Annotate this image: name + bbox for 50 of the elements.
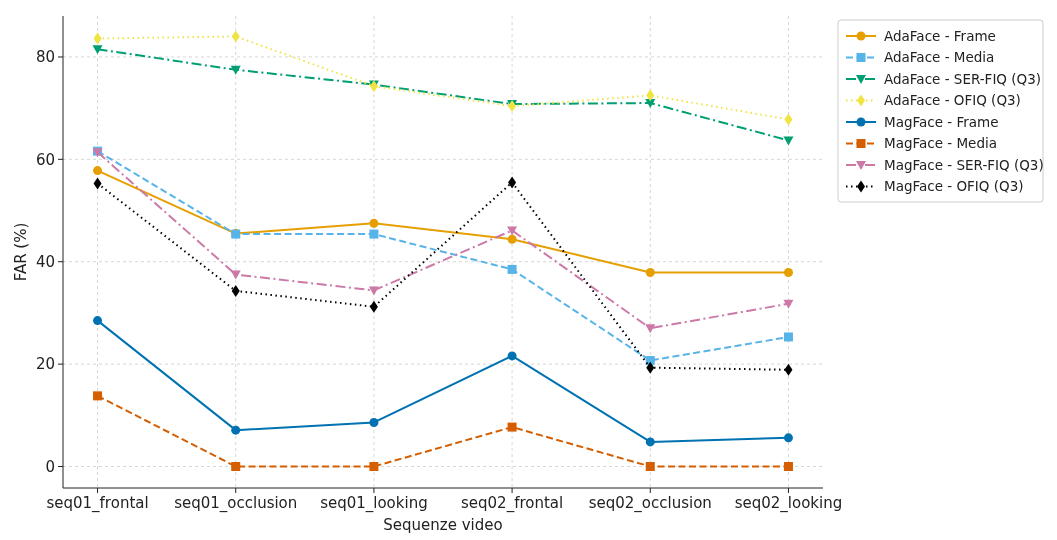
- point: [369, 229, 379, 239]
- y-tick-label: 20: [35, 355, 55, 374]
- point: [783, 267, 793, 277]
- x-tick-label: seq02_looking: [734, 494, 843, 513]
- y-tick-label: 0: [45, 457, 55, 476]
- legend-label: AdaFace - OFIQ (Q3): [884, 92, 1021, 109]
- point: [369, 218, 379, 228]
- y-tick-label: 60: [35, 150, 55, 169]
- legend-label: AdaFace - SER-FIQ (Q3): [884, 70, 1042, 87]
- point: [507, 422, 517, 432]
- legend-label: MagFace - Frame: [884, 113, 999, 130]
- point: [507, 234, 517, 244]
- legend-label: AdaFace - Frame: [884, 27, 996, 44]
- point: [645, 99, 656, 109]
- y-tick-label: 80: [35, 48, 55, 67]
- legend-label: MagFace - OFIQ (Q3): [884, 178, 1024, 195]
- x-tick-label: seq02_frontal: [460, 494, 564, 513]
- point: [507, 226, 518, 236]
- point: [230, 270, 241, 280]
- point: [645, 267, 655, 277]
- x-tick-label: seq02_occlusion: [588, 494, 712, 513]
- x-tick-label: seq01_occlusion: [174, 494, 298, 513]
- point: [783, 433, 793, 443]
- x-tick-label: seq01_frontal: [46, 494, 149, 513]
- y-tick-label: 40: [35, 252, 55, 271]
- y-axis-title: FAR (%): [12, 222, 30, 282]
- legend-label: MagFace - SER-FIQ (Q3): [884, 156, 1044, 173]
- x-tick-label: seq01_looking: [320, 494, 428, 513]
- legend-label: MagFace - Media: [884, 135, 998, 152]
- point: [645, 437, 655, 447]
- point: [231, 425, 241, 435]
- point: [645, 462, 655, 471]
- point: [507, 264, 517, 274]
- point: [783, 299, 794, 309]
- point: [369, 417, 379, 427]
- point: [369, 462, 379, 471]
- point: [368, 286, 379, 296]
- point: [93, 316, 103, 326]
- point: [645, 324, 656, 334]
- point: [231, 462, 241, 471]
- point: [783, 462, 793, 471]
- legend-label: AdaFace - Media: [884, 49, 995, 66]
- point: [93, 391, 103, 401]
- point: [783, 332, 793, 342]
- x-axis-title: Sequenze video: [383, 516, 503, 534]
- point: [92, 45, 103, 55]
- point: [93, 166, 103, 176]
- point: [507, 351, 517, 361]
- point: [230, 65, 241, 75]
- point: [783, 136, 794, 146]
